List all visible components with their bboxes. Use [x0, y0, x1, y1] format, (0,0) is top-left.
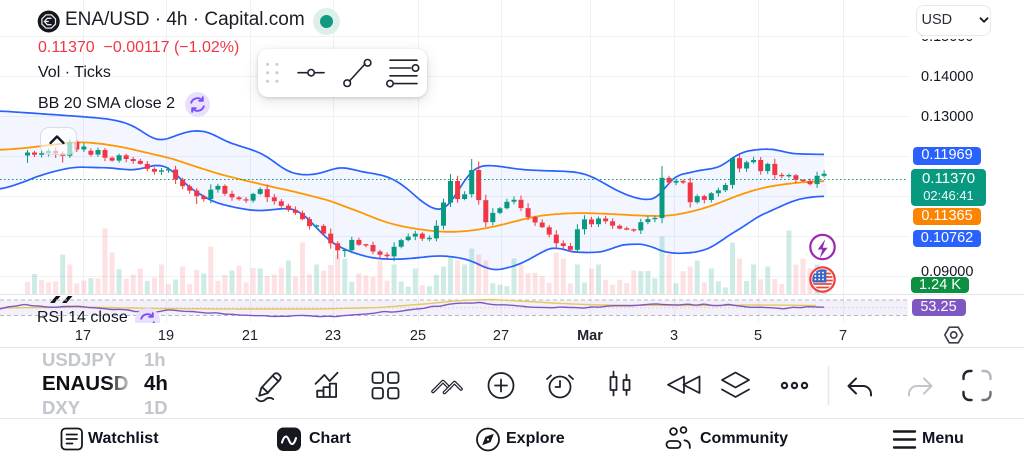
- svg-text:0.09000: 0.09000: [921, 264, 973, 280]
- svg-text:3: 3: [670, 328, 678, 344]
- svg-text:Mar: Mar: [577, 328, 603, 344]
- svg-text:21: 21: [242, 328, 258, 344]
- svg-text:0.14000: 0.14000: [921, 69, 973, 85]
- svg-text:19: 19: [158, 328, 174, 344]
- svg-text:23: 23: [325, 328, 341, 344]
- svg-text:17: 17: [75, 328, 91, 344]
- svg-text:27: 27: [493, 328, 509, 344]
- svg-text:25: 25: [410, 328, 426, 344]
- svg-text:7: 7: [839, 328, 847, 344]
- svg-text:0.13000: 0.13000: [921, 109, 973, 125]
- svg-text:5: 5: [754, 328, 762, 344]
